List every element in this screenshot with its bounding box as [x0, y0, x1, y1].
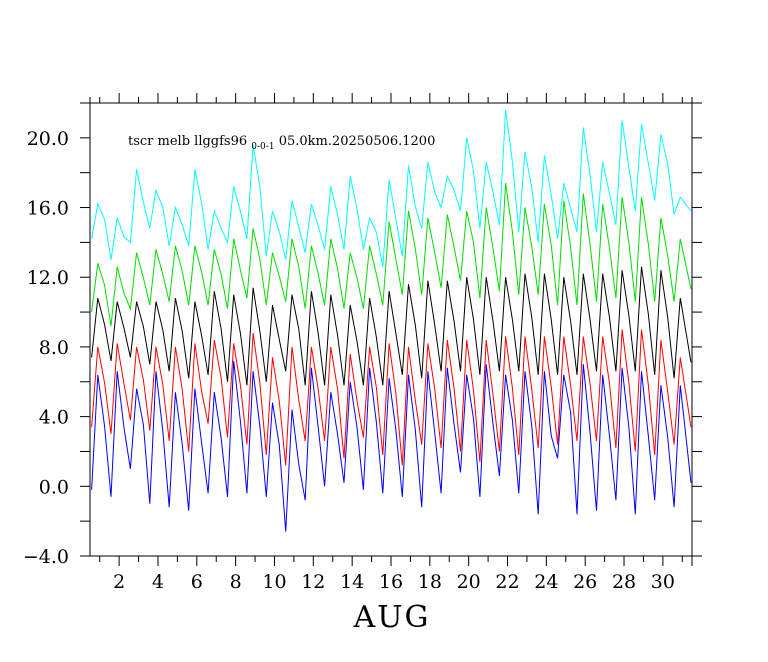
x-tick-label: 22 [495, 571, 519, 593]
y-tick-label: 4.0 [39, 407, 69, 429]
chart-title-main: tscr melb llggfs96 [128, 134, 247, 149]
x-tick-label: 28 [612, 571, 636, 593]
x-tick-label: 2 [113, 571, 125, 593]
x-tick-label: 16 [379, 571, 403, 593]
y-tick-label: 16.0 [27, 198, 69, 220]
x-tick-label: 26 [573, 571, 597, 593]
chart-title: tscr melb llggfs96 0-0-1 05.0km.20250506… [128, 134, 435, 153]
x-tick-label: 30 [651, 571, 675, 593]
y-tick-label: 0.0 [39, 476, 69, 498]
plot-frame [80, 97, 702, 566]
chart-title-suffix: 05.0km.20250506.1200 [279, 134, 436, 149]
series-line-2 [91, 183, 692, 327]
x-tick-label: 14 [340, 571, 364, 593]
x-tick-label: 10 [262, 571, 286, 593]
series-line-3 [91, 266, 692, 386]
x-tick-label: 24 [534, 571, 558, 593]
x-tick-label: 4 [152, 571, 164, 593]
series-line-4 [91, 329, 692, 466]
ticks-layer: −4.00.04.08.012.016.020.02 4 6 8 10 12 14 16 18 2… [23, 93, 702, 593]
series-line-1 [91, 109, 692, 267]
chart-title-subscript: 0-0-1 [251, 142, 274, 152]
x-tick-label: 18 [418, 571, 442, 593]
x-tick-label: 12 [301, 571, 325, 593]
x-tick-label: 8 [230, 571, 242, 593]
y-tick-label: 8.0 [39, 337, 69, 359]
series-layer [91, 109, 692, 532]
y-tick-label: 20.0 [27, 128, 69, 150]
x-tick-label: 6 [191, 571, 203, 593]
series-line-5 [91, 360, 692, 532]
x-tick-label: 20 [457, 571, 481, 593]
x-axis-title: AUG [353, 600, 431, 635]
y-tick-label: 12.0 [27, 267, 69, 289]
y-tick-label: −4.0 [23, 546, 69, 568]
